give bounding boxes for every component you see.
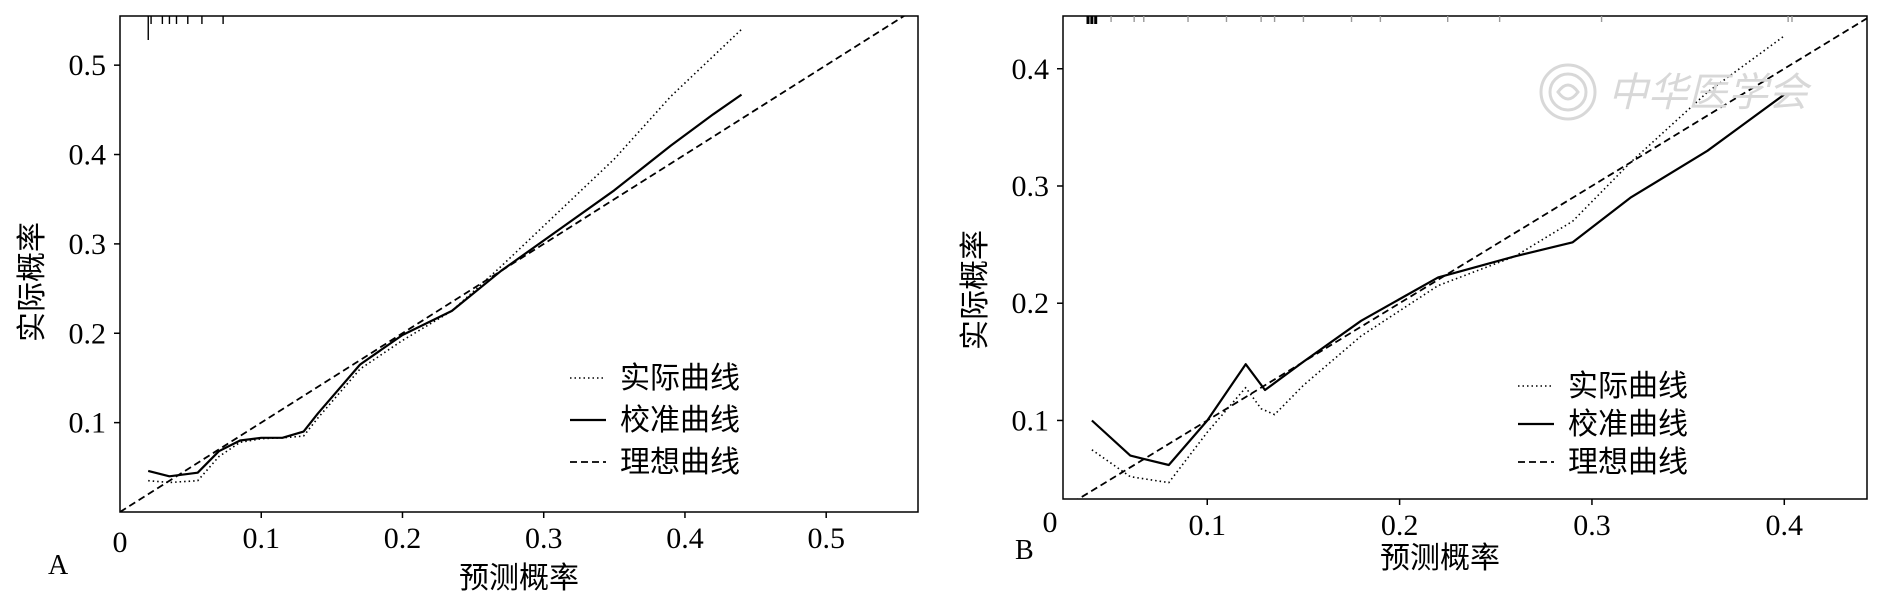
rug-a: [147, 16, 224, 40]
x-tick-label: 0.1: [1189, 509, 1227, 542]
watermark: 中华医学会: [1539, 63, 1812, 121]
x-tick-label: 0.1: [242, 522, 280, 555]
y-tick-label: 0.1: [1012, 404, 1050, 437]
x-tick-label: 0.3: [525, 522, 563, 555]
x-tick-label: 0.4: [666, 522, 704, 555]
series-line-solid: [147, 93, 743, 478]
y-tick-label: 0.4: [69, 139, 107, 172]
x-tick-label: 0.4: [1766, 509, 1804, 542]
ticks-a: 0.1 0.2 0.3 0.4 0.5 0.1 0.2 0.3 0.4 0.5: [69, 49, 845, 555]
origin-label-b: 0: [1043, 506, 1058, 539]
series-line-dotted: [148, 28, 743, 484]
legend-label: 理想曲线: [1568, 445, 1688, 480]
panel-label-b: B: [1015, 535, 1034, 566]
series-a: [120, 16, 906, 512]
panel-a: 0.1 0.2 0.3 0.4 0.5 0.1 0.2 0.3 0.4 0.5 实际曲线校准曲线理…: [15, 15, 919, 596]
watermark-text: 中华医学会: [1608, 70, 1812, 116]
y-tick-label: 0.3: [69, 228, 107, 261]
y-axis-title-a: 实际概率: [15, 222, 50, 342]
series-line-dashed: [120, 16, 906, 512]
ticks-b: 0.1 0.2 0.3 0.4 0.1 0.2 0.3 0.4: [1012, 53, 1804, 542]
x-axis-title-a: 预测概率: [459, 561, 579, 596]
panel-label-a: A: [48, 550, 69, 581]
legend-label: 实际曲线: [1568, 369, 1688, 404]
series-line-dashed: [1076, 17, 1867, 499]
x-tick-label: 0.2: [384, 522, 422, 555]
rug-b: [1086, 16, 1793, 24]
legend-label: 校准曲线: [1568, 407, 1688, 442]
seal-icon: [1539, 63, 1597, 121]
x-tick-label: 0.5: [807, 522, 845, 555]
legend-label: 实际曲线: [620, 361, 740, 396]
y-tick-label: 0.2: [69, 317, 107, 350]
y-tick-label: 0.3: [1012, 170, 1050, 203]
x-tick-label: 0.2: [1381, 509, 1419, 542]
series-line-dotted: [1091, 35, 1785, 484]
plot-frame-a: [119, 15, 919, 513]
x-axis-title-b: 预测概率: [1380, 541, 1500, 576]
x-tick-label: 0.3: [1573, 509, 1611, 542]
y-tick-label: 0.2: [1012, 287, 1050, 320]
y-tick-label: 0.4: [1012, 53, 1050, 86]
origin-label-a: 0: [113, 526, 128, 559]
series-b: [1076, 17, 1867, 499]
series-line-solid: [1091, 93, 1785, 467]
y-axis-title-b: 实际概率: [958, 230, 993, 350]
legend-label: 理想曲线: [620, 445, 740, 480]
plot-frame-b: [1062, 15, 1868, 500]
y-tick-label: 0.1: [69, 407, 107, 440]
y-tick-label: 0.5: [69, 49, 107, 82]
legend-label: 校准曲线: [620, 403, 740, 438]
